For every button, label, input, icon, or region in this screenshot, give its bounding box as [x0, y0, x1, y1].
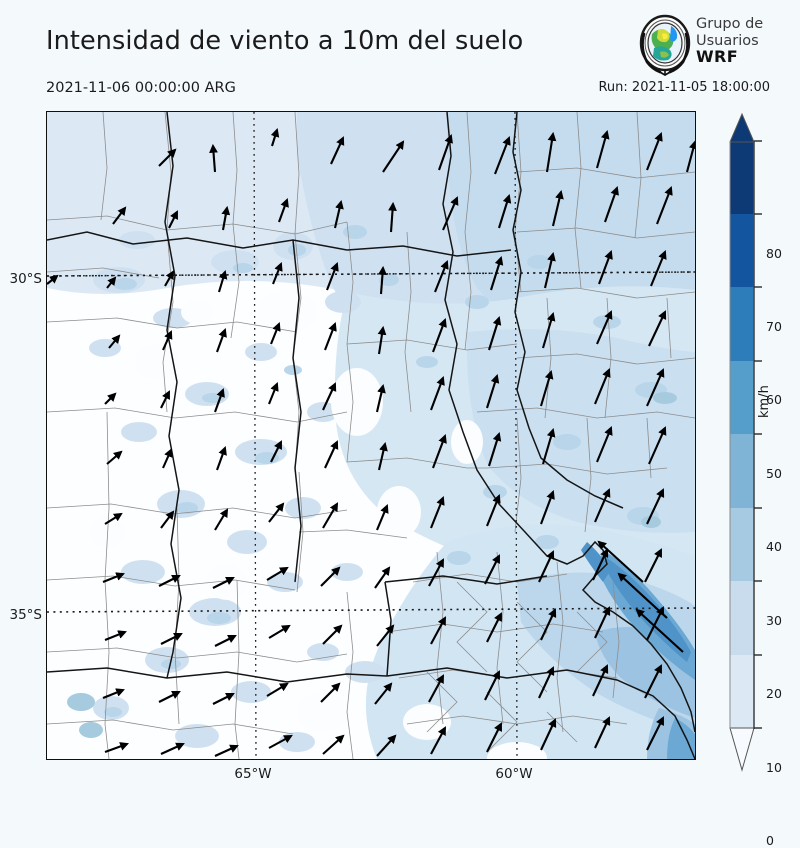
logo-line-3: WRF [696, 47, 739, 66]
colorbar-tick-80: 80 [766, 246, 782, 261]
colorbar-tick-30: 30 [766, 613, 782, 628]
colorbar[interactable]: 80 70 60 50 40 30 20 10 0 [712, 112, 796, 848]
colorbar-tick-50: 50 [766, 466, 782, 481]
country-borders [47, 112, 695, 759]
colorbar-ticks [754, 140, 762, 729]
colorbar-tick-10: 10 [766, 760, 782, 775]
colorbar-tick-40: 40 [766, 539, 782, 554]
lon-label-60w: 60°W [495, 766, 533, 782]
colorbar-bands [729, 112, 755, 772]
colorbar-under-cap [729, 727, 755, 772]
logo-line-1: Grupo de [696, 16, 764, 32]
graticule [47, 112, 695, 759]
page-title: Intensidad de viento a 10m del suelo [46, 26, 524, 56]
lat-label-30s: 30°S [9, 271, 43, 287]
model-run-label: Run: 2021-11-05 18:00:00 [598, 80, 770, 95]
wrf-user-group-logo: Grupo de Usuarios WRF [638, 14, 788, 76]
province-borders [47, 112, 695, 759]
valid-time-label: 2021-11-06 00:00:00 ARG [46, 80, 236, 96]
wrf-emblem-icon [639, 14, 691, 76]
logo-text-block: Grupo de Usuarios WRF [696, 16, 763, 66]
map-canvas [47, 112, 695, 759]
logo-line-2: Usuarios [696, 32, 759, 49]
wind-direction-arrows [47, 127, 695, 757]
colorbar-over-cap [730, 114, 754, 142]
colorbar-tick-20: 20 [766, 686, 782, 701]
lon-label-65w: 65°W [234, 766, 272, 782]
lat-label-35s: 35°S [9, 607, 43, 623]
wind-speed-map[interactable] [46, 111, 696, 760]
colorbar-tick-60: 60 [766, 392, 782, 407]
colorbar-tick-70: 70 [766, 319, 782, 334]
wind-map-figure: Intensidad de viento a 10m del suelo 202… [9, 14, 796, 848]
colorbar-unit-label: km/h [757, 385, 772, 418]
colorbar-tick-0: 0 [766, 833, 774, 848]
wind-speed-shading [47, 112, 695, 759]
colorbar-canvas [729, 112, 762, 772]
